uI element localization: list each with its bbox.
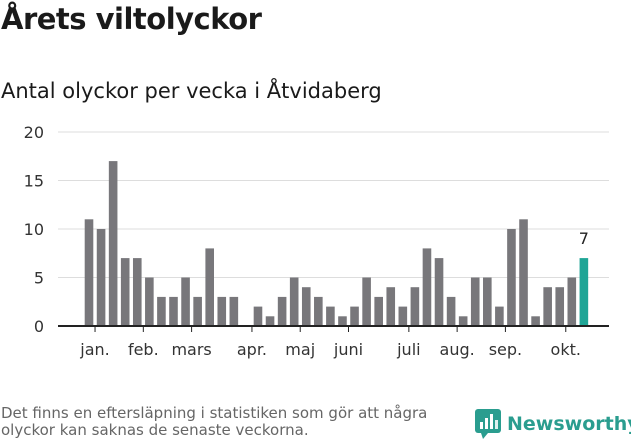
x-tick-label: okt. [551,340,581,359]
bar [519,219,528,326]
y-tick-label: 10 [24,220,44,239]
bar [132,258,142,326]
bar-highlight [579,258,589,326]
bar [120,258,130,326]
bar [169,296,178,326]
bar [265,316,275,326]
x-tick-label: sep. [489,340,522,359]
x-tick-label: juli [396,340,420,359]
bar [398,306,408,326]
bar [495,306,504,326]
bar [362,277,371,326]
bar [181,277,190,326]
bar [338,316,347,326]
bar [301,287,311,326]
y-tick-label: 5 [34,269,44,288]
bar [422,248,432,326]
footnote: Det finns en eftersläpning i statistiken… [1,404,428,439]
bar [217,296,227,326]
x-tick-label: maj [285,340,315,359]
bar [374,296,383,326]
bar [470,277,480,326]
bar [543,287,552,326]
bar [157,296,166,326]
bar [84,219,94,326]
bar [326,306,335,326]
x-tick-label: apr. [237,340,267,359]
bar [96,229,106,326]
bar [108,161,118,326]
data-label: 7 [579,229,589,248]
y-tick-label: 20 [24,123,44,142]
bar [410,287,420,326]
bar [555,287,565,326]
x-tick-label: mars [171,340,211,359]
bar [434,258,444,326]
bar [531,316,540,326]
bar [205,248,214,326]
bar [277,296,287,326]
newsworthy-logo-icon [475,409,501,439]
bar-chart: 0 5 10 15 20 7 jan. feb. mars apr. maj juni juli aug.… [24,123,609,359]
chart-subtitle: Antal olyckor per vecka i Åtvidaberg [1,79,382,103]
x-tick-label: jan. [79,340,109,359]
bar [193,296,202,326]
x-tick-label: juni [333,340,363,359]
bar [458,316,468,326]
bar [145,277,154,326]
x-tick-label: feb. [128,340,159,359]
bar [350,306,359,326]
y-tick-label: 0 [34,317,44,336]
x-tick-label: aug. [440,340,475,359]
brand-name: Newsworthy [507,413,631,435]
bar [567,277,577,326]
brand[interactable]: Newsworthy [475,408,631,440]
bar [483,277,492,326]
bar [253,306,263,326]
bar [229,296,239,326]
bar [386,287,396,326]
bar [446,296,456,326]
page-title: Årets viltolyckor [1,2,262,36]
bar [289,277,299,326]
y-tick-label: 15 [24,172,44,191]
bar [507,229,516,326]
bar [314,296,323,326]
